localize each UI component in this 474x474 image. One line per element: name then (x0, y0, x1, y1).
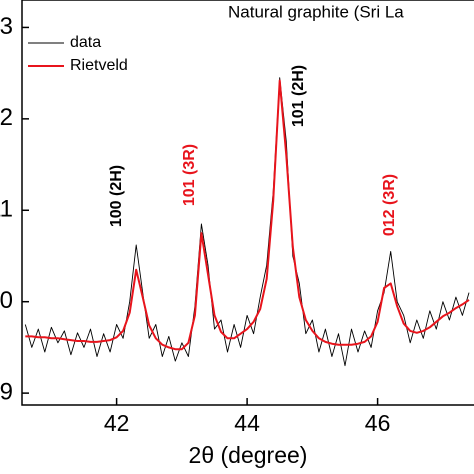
peak-annotation: 012 (3R) (381, 174, 398, 236)
series-line (25, 79, 470, 351)
y-tick-label: 11 (0, 196, 13, 223)
y-tick-label: 13 (0, 13, 13, 40)
peak-annotation: 101 (2H) (290, 65, 307, 127)
y-tick-label: 12 (0, 104, 13, 131)
x-tick-label: 44 (234, 410, 260, 436)
y-tick-label: 10 (0, 287, 13, 314)
chart-title: Natural graphite (Sri La (228, 2, 404, 21)
x-tick-label: 42 (104, 410, 130, 436)
peak-annotation: 100 (2H) (108, 165, 125, 227)
legend-label: data (70, 34, 101, 51)
series-line (24, 77, 470, 367)
plot-frame (21, 0, 474, 406)
y-tick-label: 9 (0, 378, 13, 405)
peak-annotation: 101 (3R) (181, 144, 198, 206)
legend-label: Rietveld (70, 57, 128, 74)
x-tick-label: 46 (365, 410, 391, 436)
x-axis-label: 2θ (degree) (189, 442, 308, 468)
